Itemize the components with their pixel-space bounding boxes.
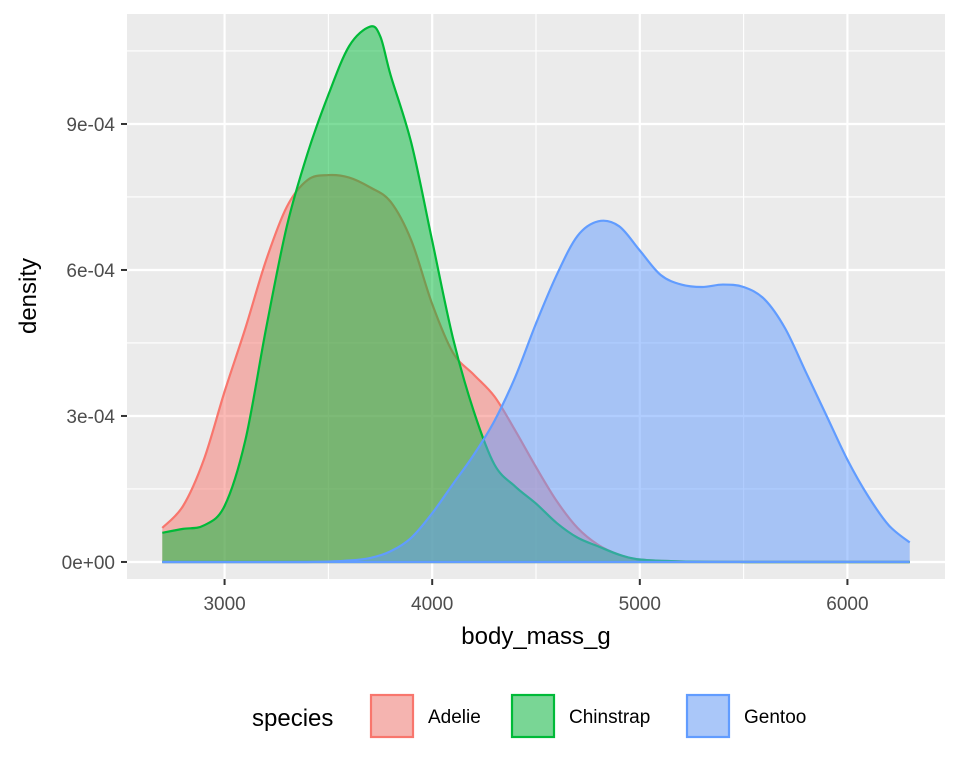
- legend-label-chinstrap: Chinstrap: [569, 707, 650, 728]
- density-line-gentoo: [162, 219, 911, 564]
- legend-key-chinstrap: [510, 693, 556, 739]
- x-tick-label: 5000: [619, 594, 661, 615]
- x-axis-ticks: 3000 4000 5000 6000: [203, 579, 869, 615]
- x-tick-label: 6000: [826, 594, 868, 615]
- density-areas: [161, 25, 911, 564]
- legend-key-adelie: [369, 693, 415, 739]
- x-tick-label: 4000: [411, 594, 453, 615]
- density-area-gentoo: [162, 220, 910, 563]
- y-axis-ticks: 0e+00 3e-04 6e-04 9e-04: [62, 115, 127, 574]
- legend-title: species: [252, 705, 333, 732]
- x-axis-title: body_mass_g: [461, 623, 610, 650]
- density-area-chinstrap: [162, 26, 910, 563]
- legend-key-gentoo: [685, 693, 731, 739]
- y-tick-label: 9e-04: [66, 115, 115, 136]
- legend: species Adelie Chinstrap Gentoo: [252, 693, 806, 739]
- y-tick-label: 0e+00: [62, 553, 115, 574]
- legend-label-adelie: Adelie: [428, 707, 481, 728]
- legend-label-gentoo: Gentoo: [744, 707, 806, 728]
- x-tick-label: 3000: [203, 594, 245, 615]
- y-axis-title: density: [15, 258, 42, 334]
- y-tick-label: 6e-04: [66, 261, 115, 282]
- y-tick-label: 3e-04: [66, 407, 115, 428]
